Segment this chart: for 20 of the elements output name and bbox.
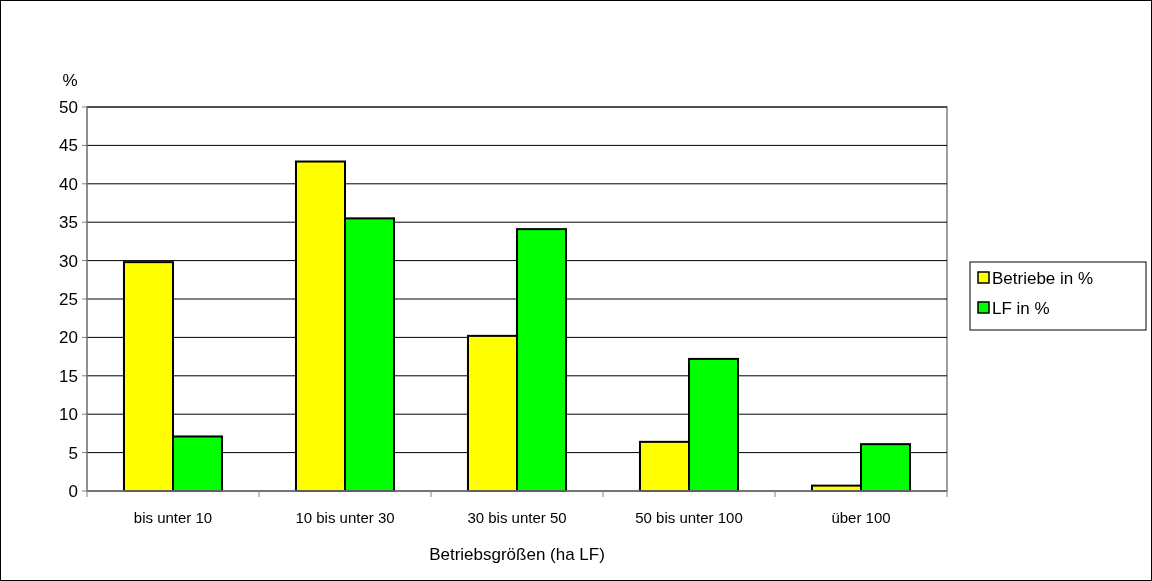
- x-tick-label: über 100: [831, 509, 891, 526]
- y-tick-label: 30: [59, 251, 78, 271]
- y-tick-label: 10: [59, 405, 78, 425]
- x-tick-label: bis unter 10: [133, 509, 213, 526]
- legend-label: Betriebe in %: [992, 268, 1094, 288]
- y-tick-label: 40: [59, 174, 78, 194]
- x-tick-label: 30 bis unter 50: [467, 509, 567, 526]
- y-tick-label: 5: [68, 443, 78, 463]
- y-tick-label: 35: [59, 213, 78, 233]
- y-tick-label: 20: [59, 328, 78, 348]
- y-tick-label: 50: [59, 97, 78, 117]
- legend-label: LF in %: [992, 298, 1050, 318]
- y-tick-label: 15: [59, 366, 78, 386]
- y-tick-label: 0: [68, 481, 78, 501]
- x-axis-title: Betriebsgrößen (ha LF): [429, 545, 605, 564]
- y-axis-title: %: [62, 71, 78, 90]
- x-tick-label: 10 bis unter 30: [295, 509, 395, 526]
- x-tick-label: 50 bis unter 100: [635, 509, 743, 526]
- y-tick-label: 45: [59, 136, 78, 156]
- y-tick-label: 25: [59, 289, 78, 309]
